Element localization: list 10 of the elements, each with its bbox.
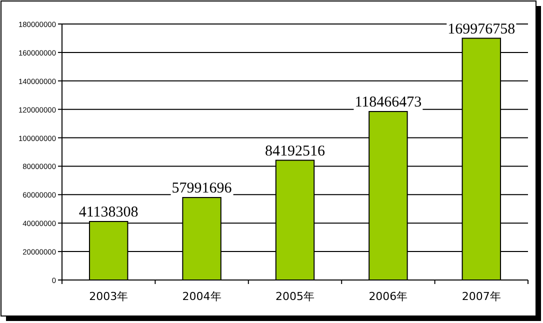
- x-tick-label: 2003年: [89, 290, 128, 303]
- x-tick-label: 2005年: [276, 290, 314, 303]
- data-label: 57991696: [172, 180, 232, 197]
- x-tick-label: 2007年: [462, 290, 501, 303]
- data-label: 169976758: [448, 21, 516, 38]
- data-label: 41138308: [78, 204, 138, 220]
- data-label: 118466473: [354, 94, 422, 111]
- data-label: 84192516: [265, 143, 326, 160]
- x-tick-label: 2006年: [368, 290, 408, 303]
- x-tick-label: 2004年: [182, 290, 222, 303]
